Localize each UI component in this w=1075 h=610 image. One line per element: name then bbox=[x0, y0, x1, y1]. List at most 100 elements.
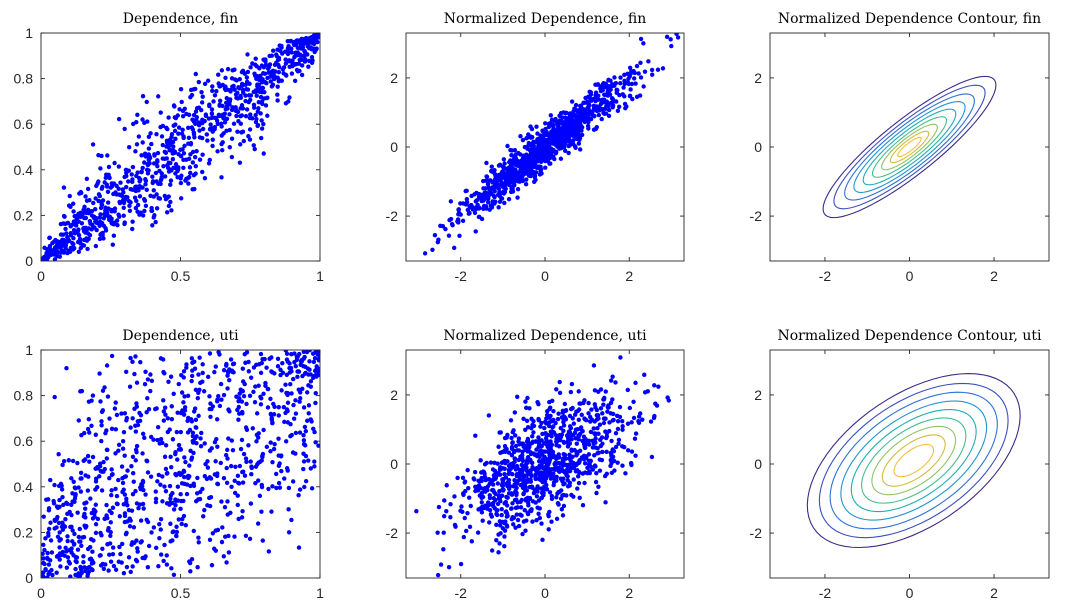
data-point bbox=[490, 482, 496, 487]
data-point bbox=[240, 480, 246, 485]
data-point bbox=[549, 135, 555, 140]
data-point bbox=[640, 417, 645, 422]
data-point bbox=[241, 90, 246, 95]
data-point bbox=[436, 237, 441, 242]
data-point bbox=[477, 192, 482, 197]
data-point bbox=[615, 460, 620, 465]
data-point bbox=[258, 394, 263, 400]
data-point bbox=[256, 82, 261, 87]
data-point bbox=[500, 466, 506, 471]
data-point bbox=[565, 444, 571, 449]
data-point bbox=[473, 199, 478, 204]
data-point bbox=[502, 544, 507, 549]
data-point bbox=[242, 381, 247, 387]
data-point bbox=[455, 217, 461, 222]
data-point bbox=[224, 560, 229, 565]
data-point bbox=[130, 177, 135, 182]
data-point bbox=[180, 127, 185, 132]
data-point bbox=[508, 418, 514, 423]
data-point bbox=[564, 116, 569, 121]
data-point bbox=[664, 34, 670, 40]
data-point bbox=[610, 374, 615, 379]
data-point bbox=[106, 526, 111, 531]
chart-title: Normalized Dependence Contour, uti bbox=[777, 328, 1042, 344]
data-point bbox=[204, 132, 210, 137]
data-point bbox=[158, 110, 163, 115]
data-point bbox=[101, 459, 106, 465]
y-tick-label: 0 bbox=[390, 456, 398, 472]
data-point bbox=[172, 128, 178, 134]
data-point bbox=[182, 394, 187, 399]
data-point bbox=[620, 92, 626, 97]
data-point bbox=[140, 480, 146, 485]
data-point bbox=[547, 440, 553, 445]
data-point bbox=[73, 566, 78, 572]
data-point bbox=[133, 149, 138, 154]
data-point bbox=[130, 471, 136, 476]
data-point bbox=[48, 538, 54, 543]
data-point bbox=[250, 426, 255, 431]
data-point bbox=[162, 454, 168, 459]
data-point bbox=[106, 206, 111, 211]
data-point bbox=[97, 371, 102, 376]
data-point bbox=[134, 380, 140, 385]
x-tick-label: 1 bbox=[316, 585, 324, 601]
data-point bbox=[171, 391, 176, 397]
data-point bbox=[189, 419, 195, 424]
data-point bbox=[142, 208, 147, 214]
data-point bbox=[217, 98, 223, 103]
data-point bbox=[629, 81, 635, 87]
data-point bbox=[72, 541, 77, 547]
data-point bbox=[237, 160, 243, 165]
x-tick-label: -2 bbox=[819, 585, 832, 601]
data-point bbox=[489, 164, 494, 169]
data-point bbox=[458, 561, 464, 567]
data-point bbox=[554, 456, 559, 462]
data-point bbox=[211, 99, 216, 104]
data-point bbox=[237, 463, 243, 469]
data-point bbox=[174, 429, 179, 435]
data-point bbox=[464, 528, 469, 534]
data-point bbox=[614, 413, 620, 418]
data-point bbox=[583, 95, 588, 101]
data-point bbox=[539, 521, 544, 526]
data-point bbox=[128, 355, 133, 361]
data-point bbox=[143, 182, 148, 187]
data-point bbox=[315, 352, 320, 357]
data-point bbox=[240, 411, 245, 416]
data-point bbox=[186, 181, 191, 186]
data-point bbox=[268, 79, 273, 84]
data-point bbox=[596, 112, 602, 118]
data-point bbox=[151, 188, 156, 193]
data-point bbox=[41, 575, 45, 578]
data-point bbox=[516, 436, 522, 441]
data-point bbox=[186, 125, 191, 130]
data-point bbox=[250, 116, 255, 121]
data-point bbox=[166, 203, 172, 209]
data-point bbox=[239, 437, 245, 443]
data-point bbox=[155, 479, 160, 484]
data-point bbox=[187, 463, 192, 468]
data-point bbox=[196, 120, 202, 125]
data-point bbox=[193, 71, 198, 77]
data-point bbox=[304, 390, 310, 395]
data-point bbox=[178, 176, 183, 181]
data-point bbox=[165, 470, 170, 476]
data-point bbox=[283, 410, 288, 416]
data-point bbox=[496, 532, 501, 537]
data-point bbox=[285, 468, 290, 473]
data-point bbox=[133, 205, 139, 211]
data-point bbox=[213, 548, 218, 553]
data-point bbox=[173, 171, 178, 176]
plot-area bbox=[41, 350, 320, 578]
data-point bbox=[265, 113, 270, 118]
data-point bbox=[100, 232, 105, 238]
data-point bbox=[142, 198, 148, 203]
data-point bbox=[582, 442, 587, 447]
data-point bbox=[108, 559, 114, 564]
data-point bbox=[293, 411, 299, 416]
data-point bbox=[71, 228, 77, 233]
data-point bbox=[134, 404, 140, 409]
data-point bbox=[158, 124, 163, 130]
data-point bbox=[509, 453, 515, 458]
